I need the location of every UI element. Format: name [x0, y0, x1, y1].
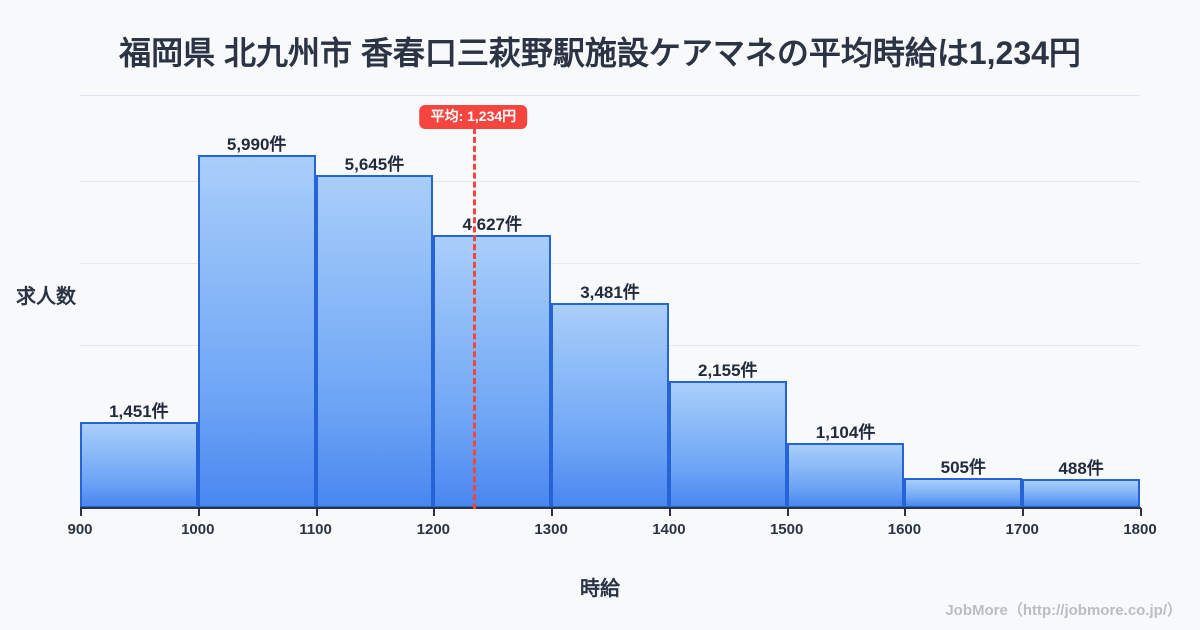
- bar-1200-1300: [433, 235, 552, 508]
- x-tick-1500: [786, 508, 789, 516]
- bar-value-label: 1,104件: [815, 422, 876, 442]
- bar-value-label: 505件: [940, 458, 987, 478]
- x-tick-label-1700: 1700: [1005, 521, 1039, 538]
- bar-1000-1100: [197, 154, 316, 508]
- x-tick-label-1400: 1400: [652, 521, 686, 538]
- bar-1100-1200: [315, 174, 434, 508]
- bar-value-label: 5,990件: [226, 134, 287, 154]
- bar-1500-1600: [786, 442, 905, 508]
- x-tick-1100: [315, 508, 318, 516]
- x-tick-900: [80, 508, 82, 516]
- x-tick-label-1800: 1800: [1123, 521, 1157, 538]
- average-badge: 平均: 1,234円: [419, 105, 528, 130]
- x-tick-1200: [433, 508, 436, 516]
- average-line: [473, 128, 477, 509]
- x-tick-1800: [1140, 508, 1142, 516]
- plot-area: [80, 95, 1140, 508]
- x-tick-label-900: 900: [67, 521, 93, 538]
- bar-value-label: 4,627件: [462, 215, 522, 234]
- bar-1700-1800: [1022, 479, 1140, 508]
- x-tick-1300: [551, 508, 554, 516]
- x-tick-label-1600: 1600: [887, 521, 922, 538]
- x-tick-label-1500: 1500: [769, 521, 804, 538]
- footer-credit: JobMore（http://jobmore.co.jp/）: [945, 602, 1182, 619]
- x-axis-line: [80, 507, 1141, 509]
- gridline-top: [80, 95, 1140, 96]
- bar-value-label: 2,155件: [697, 360, 758, 380]
- bar-1400-1500: [668, 380, 787, 508]
- gridline-6000: [80, 181, 1140, 182]
- x-axis-title: 時給: [580, 578, 620, 600]
- bar-value-label: 5,645件: [344, 154, 405, 174]
- x-tick-1000: [197, 508, 200, 516]
- bar-1300-1400: [551, 302, 669, 508]
- x-tick-label-1000: 1000: [181, 521, 215, 538]
- y-axis-title: 求人数: [16, 286, 76, 308]
- x-tick-1700: [1022, 508, 1025, 516]
- x-tick-label-1300: 1300: [534, 521, 568, 538]
- chart-title: 福岡県 北九州市 香春口三萩野駅施設ケアマネの平均時給は1,234円: [119, 35, 1081, 71]
- bar-value-label: 3,481件: [580, 282, 640, 302]
- x-tick-1400: [668, 508, 671, 516]
- bar-value-label: 488件: [1058, 459, 1104, 479]
- bar-value-label: 1,451件: [109, 402, 169, 422]
- x-tick-label-1100: 1100: [299, 521, 332, 538]
- x-tick-1600: [904, 508, 907, 516]
- x-tick-label-1200: 1200: [416, 521, 451, 538]
- bar-900-1000: [80, 422, 198, 508]
- gridline-4000: [80, 263, 1140, 264]
- bar-1600-1700: [904, 478, 1023, 508]
